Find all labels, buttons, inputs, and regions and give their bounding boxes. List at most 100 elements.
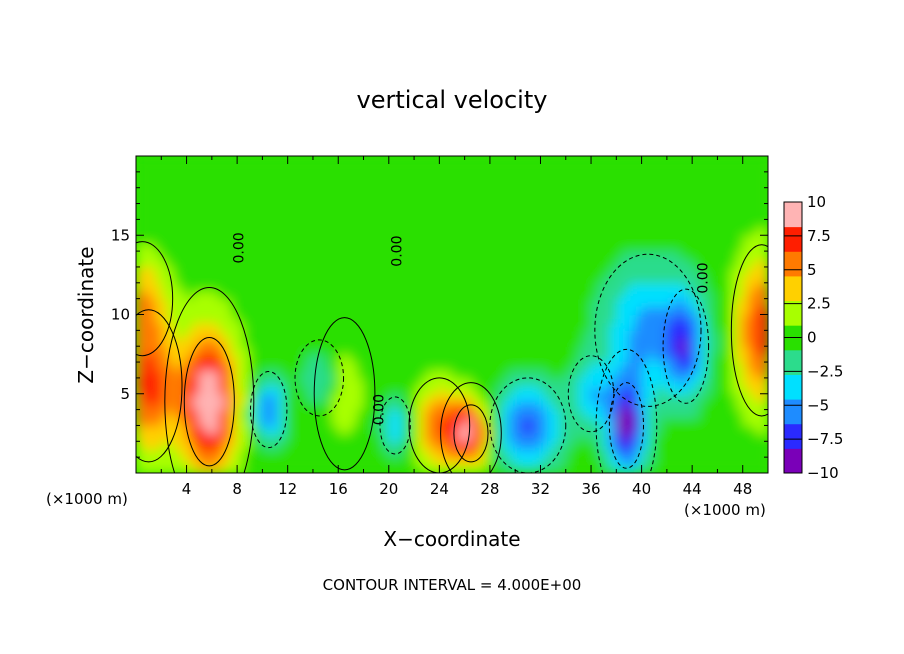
field-cell [426, 362, 434, 371]
field-cell [148, 330, 156, 340]
field-cell [199, 417, 207, 427]
field-cell [224, 290, 232, 300]
field-cell [540, 369, 548, 379]
field-cell [382, 282, 390, 292]
field-cell [527, 338, 535, 347]
field-cell [458, 219, 466, 229]
field-cell [641, 243, 649, 252]
field-cell [597, 203, 605, 213]
field-cell [199, 457, 207, 466]
field-cell [136, 306, 144, 316]
field-cell [186, 298, 194, 308]
field-cell [363, 251, 371, 260]
field-cell [502, 290, 510, 300]
field-cell [470, 449, 479, 458]
field-cell [584, 465, 592, 473]
field-cell [622, 385, 630, 395]
field-cell [489, 290, 498, 300]
field-cell [180, 235, 188, 244]
field-cell [654, 433, 662, 443]
field-cell [154, 243, 163, 252]
field-cell [616, 259, 624, 268]
field-cell [527, 377, 535, 387]
field-cell [161, 282, 169, 292]
field-cell [319, 449, 327, 458]
field-cell [344, 425, 352, 435]
field-cell [275, 449, 283, 458]
field-cell [287, 362, 295, 371]
field-cell [685, 346, 693, 355]
field-cell [515, 401, 523, 411]
field-cell [224, 409, 232, 419]
field-cell [628, 417, 637, 427]
field-cell [445, 298, 453, 308]
field-cell [591, 179, 599, 189]
field-cell [489, 298, 498, 308]
field-cell [483, 433, 491, 443]
field-cell [192, 298, 200, 308]
field-cell [154, 362, 163, 371]
field-cell [464, 227, 472, 237]
field-cell [268, 156, 276, 165]
field-cell [338, 290, 346, 300]
field-cell [154, 322, 163, 332]
field-cell [723, 203, 731, 213]
field-cell [407, 274, 415, 284]
field-cell [742, 298, 750, 308]
field-cell [654, 290, 662, 300]
field-cell [300, 195, 308, 205]
field-cell [256, 235, 264, 244]
field-cell [603, 227, 611, 237]
field-cell [199, 354, 207, 363]
field-cell [489, 338, 498, 347]
field-cell [610, 251, 618, 260]
field-cell [287, 171, 295, 181]
field-cell [723, 465, 731, 473]
field-cell [350, 227, 358, 237]
field-cell [230, 377, 238, 387]
field-cell [142, 393, 150, 403]
field-cell [249, 465, 257, 473]
field-cell [692, 259, 700, 268]
field-cell [470, 227, 479, 237]
field-cell [256, 314, 264, 324]
field-cell [540, 282, 548, 292]
field-cell [628, 187, 637, 197]
field-cell [496, 227, 504, 237]
field-cell [565, 330, 573, 340]
field-cell [540, 298, 548, 308]
field-cell [268, 441, 276, 451]
field-cell [559, 195, 567, 205]
field-cell [363, 354, 371, 363]
field-cell [338, 393, 346, 403]
field-cell [281, 306, 289, 316]
field-cell [540, 211, 548, 221]
field-cell [470, 330, 479, 340]
field-cell [628, 330, 637, 340]
field-cell [199, 377, 207, 387]
field-cell [458, 385, 466, 395]
field-cell [553, 393, 561, 403]
field-cell [742, 203, 750, 213]
field-cell [603, 417, 611, 427]
field-cell [275, 401, 283, 411]
field-cell [237, 227, 245, 237]
field-cell [749, 346, 757, 355]
field-cell [578, 441, 586, 451]
field-cell [679, 401, 687, 411]
field-cell [218, 449, 226, 458]
field-cell [319, 425, 327, 435]
field-cell [388, 219, 396, 229]
field-cell [496, 163, 504, 173]
field-cell [268, 259, 276, 268]
field-cell [641, 449, 649, 458]
field-cell [154, 187, 163, 197]
field-cell [673, 362, 681, 371]
field-cell [331, 409, 340, 419]
field-cell [350, 338, 358, 347]
field-cell [281, 251, 289, 260]
field-cell [553, 203, 561, 213]
field-cell [350, 354, 358, 363]
field-cell [376, 306, 384, 316]
field-cell [300, 219, 308, 229]
